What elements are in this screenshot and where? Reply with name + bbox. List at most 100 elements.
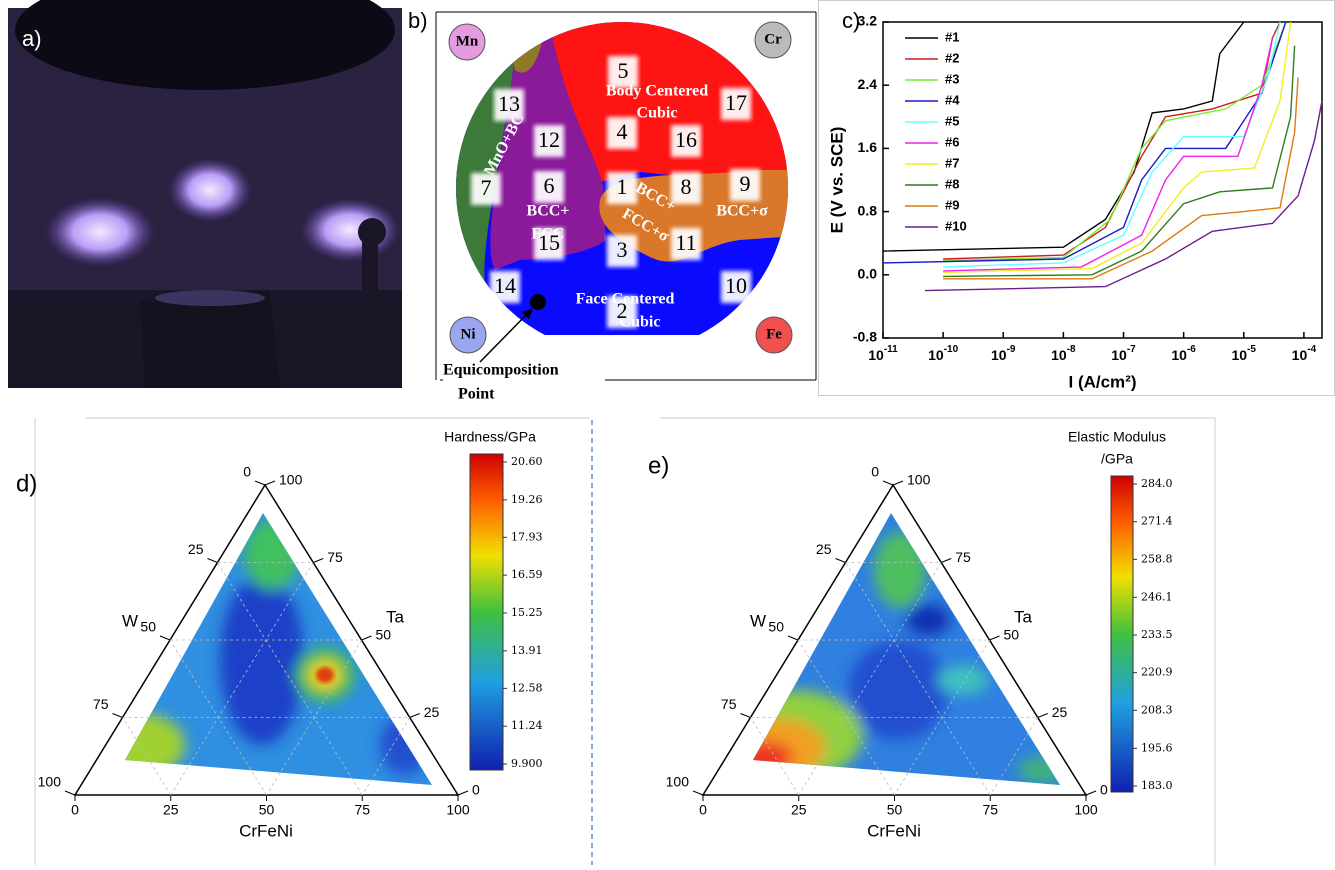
colorbar-tick-label: 183.0 <box>1141 779 1173 792</box>
tick-label: 100 <box>446 802 470 818</box>
tick-mark <box>836 559 846 563</box>
colorbar-tick-label: 20.60 <box>511 455 543 468</box>
colorbar-tick-label: 258.8 <box>1141 552 1173 565</box>
tick-label: 0 <box>472 782 480 798</box>
tick-label: 25 <box>188 541 204 557</box>
axis-label: Ta <box>386 607 405 626</box>
curve <box>943 46 1295 277</box>
sample-number: 9 <box>740 171 751 196</box>
colorbar-tick-label: 12.58 <box>511 681 543 694</box>
colorbar <box>470 454 503 770</box>
panel-label: e) <box>648 452 669 479</box>
tick-label: 0 <box>699 802 707 818</box>
curve <box>883 22 1286 263</box>
colorbar-tick-label: 208.3 <box>1141 703 1173 716</box>
tick-label: 50 <box>768 619 784 635</box>
tick-label: 25 <box>424 704 440 720</box>
x-tick-base: 10 <box>1051 347 1067 363</box>
photo <box>8 0 402 388</box>
axis-label: CrFeNi <box>867 821 921 840</box>
x-tick-base: 10 <box>868 347 884 363</box>
colorbar-title: /GPa <box>1101 451 1133 467</box>
legend-label: #7 <box>945 155 959 170</box>
corner-label: Fe <box>766 326 782 342</box>
sample-number: 5 <box>618 58 629 83</box>
tick-mark <box>741 714 751 718</box>
axis-label: CrFeNi <box>239 821 293 840</box>
x-tick-base: 10 <box>1292 347 1308 363</box>
page: {"panels":{ "a":{"label":"a)"}, "b":{"la… <box>0 0 1335 870</box>
x-tick-exponent: -11 <box>884 344 898 355</box>
panel-label: a) <box>22 26 42 51</box>
tick-label: 50 <box>259 802 275 818</box>
sample-number: 2 <box>617 298 628 323</box>
corner-label: Cr <box>764 31 782 47</box>
colorbar-tick-label: 220.9 <box>1141 666 1173 679</box>
x-tick-exponent: -5 <box>1247 344 1256 355</box>
tick-label: 75 <box>955 549 971 565</box>
colorbar <box>1111 476 1133 792</box>
x-tick-exponent: -7 <box>1127 344 1136 355</box>
legend-label: #8 <box>945 176 959 191</box>
legend-label: #2 <box>945 50 959 65</box>
colorbar-tick-label: 13.91 <box>511 644 543 657</box>
x-tick-label: 10-4 <box>1292 344 1317 363</box>
tick-mark <box>160 636 170 640</box>
annotation: Equicomposition <box>443 362 559 379</box>
curve <box>943 22 1280 259</box>
x-tick-exponent: -8 <box>1067 344 1076 355</box>
annotation: Point <box>458 386 495 403</box>
x-tick-label: 10-9 <box>991 344 1016 363</box>
y-tick-label: 0.0 <box>858 266 878 282</box>
phase-label: BCC+ <box>527 203 570 220</box>
y-tick-label: 3.2 <box>858 13 878 29</box>
colorbar-tick-label: 17.93 <box>511 530 543 543</box>
phase-label: Cubic <box>637 105 678 122</box>
colorbar-tick-label: 195.6 <box>1141 741 1173 754</box>
sample-number: 7 <box>481 175 492 200</box>
y-tick-label: -0.8 <box>853 329 877 345</box>
legend-label: #9 <box>945 197 959 212</box>
colorbar-tick-label: 284.0 <box>1141 477 1173 490</box>
tick-label: 100 <box>907 472 931 488</box>
curve <box>943 22 1291 272</box>
sample-number: 13 <box>498 91 520 116</box>
sample-number: 16 <box>675 127 697 152</box>
colorbar-tick-label: 271.4 <box>1141 515 1173 528</box>
axis-label: W <box>122 611 138 630</box>
y-tick-label: 2.4 <box>858 76 878 92</box>
sample-number: 10 <box>725 273 747 298</box>
tick-mark <box>65 791 75 795</box>
tick-mark <box>990 636 1000 640</box>
axis-label: W <box>750 611 766 630</box>
phase-label: BCC+σ <box>716 203 768 220</box>
tick-mark <box>883 481 893 485</box>
colorbar-tick-label: 15.25 <box>511 606 543 619</box>
x-axis-label: I (A/cm²) <box>1069 372 1137 391</box>
legend-label: #10 <box>945 218 967 233</box>
tick-mark <box>693 791 703 795</box>
sample-number: 1 <box>617 174 628 199</box>
legend-label: #6 <box>945 134 959 149</box>
tick-mark <box>113 714 123 718</box>
tick-mark <box>255 481 265 485</box>
tick-label: 75 <box>93 696 109 712</box>
sample-number: 4 <box>617 119 628 144</box>
tick-mark <box>208 559 218 563</box>
tick-label: 25 <box>1052 704 1068 720</box>
tick-label: 50 <box>887 802 903 818</box>
modulus-map <box>723 500 1078 800</box>
tick-mark <box>941 559 951 563</box>
x-tick-label: 10-10 <box>928 344 958 363</box>
sample-number: 17 <box>725 90 747 115</box>
corner-label: Ni <box>461 326 476 342</box>
tick-mark <box>265 481 275 485</box>
sample-number: 12 <box>538 127 560 152</box>
tick-label: 100 <box>1074 802 1098 818</box>
y-tick-label: 1.6 <box>858 139 878 155</box>
sample-number: 8 <box>681 174 692 199</box>
curve <box>925 101 1322 291</box>
axis-label: Ta <box>1014 607 1033 626</box>
tick-label: 100 <box>666 774 690 790</box>
legend-label: #4 <box>945 92 960 107</box>
